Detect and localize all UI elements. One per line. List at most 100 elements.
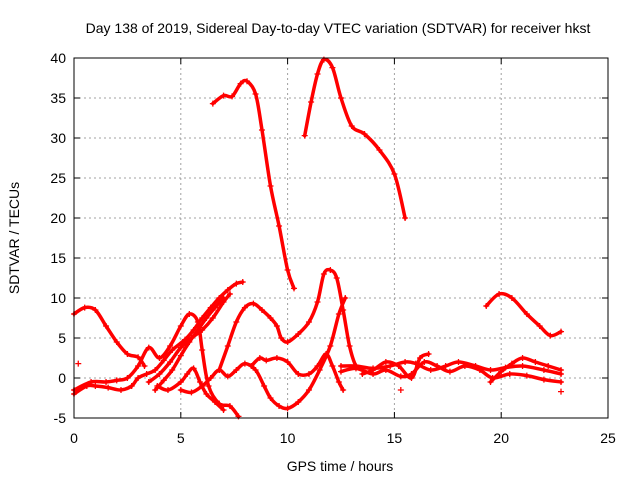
data-point-arc-6 bbox=[169, 347, 176, 353]
data-point-arc-10 bbox=[207, 375, 214, 381]
data-point-arc-10 bbox=[335, 311, 342, 317]
data-point-arc-15 bbox=[425, 351, 432, 357]
data-point-arc-10 bbox=[199, 383, 206, 389]
data-point-arc-12 bbox=[295, 371, 302, 377]
data-point-arc-8 bbox=[169, 367, 176, 373]
data-point-arc-10 bbox=[267, 395, 274, 401]
data-point-arc-5 bbox=[103, 379, 110, 385]
data-point-arc-14 bbox=[540, 376, 547, 383]
chart-title: Day 138 of 2019, Sidereal Day-to-day VTE… bbox=[86, 20, 591, 36]
data-point-arc-9 bbox=[184, 371, 191, 377]
data-point-arc-9 bbox=[190, 365, 197, 372]
data-point-arc-8 bbox=[203, 315, 210, 321]
data-point-arc-16 bbox=[519, 355, 526, 361]
data-point-arc-10 bbox=[305, 387, 312, 393]
data-point-arc-7 bbox=[177, 344, 184, 351]
data-point-arc-4 bbox=[103, 323, 110, 329]
data-point-arc-7 bbox=[209, 315, 216, 321]
x-tick-label: 5 bbox=[177, 430, 185, 446]
data-point-arc-15 bbox=[382, 359, 389, 365]
data-point-arc-7 bbox=[167, 359, 174, 365]
data-point-arc-2 bbox=[308, 99, 315, 105]
data-point-arc-14 bbox=[446, 368, 453, 375]
y-tick-label: 20 bbox=[50, 210, 66, 226]
data-point-arc-9 bbox=[154, 383, 161, 389]
data-point-arc-9 bbox=[164, 387, 171, 393]
y-tick-label: 40 bbox=[50, 50, 66, 66]
data-point-arc-11 bbox=[241, 304, 248, 311]
data-point-arc-16 bbox=[545, 363, 552, 369]
data-point-arc-8 bbox=[160, 377, 167, 384]
data-point-arc-2 bbox=[376, 147, 383, 153]
data-point-arc-1 bbox=[267, 183, 274, 189]
data-point-arc-12 bbox=[284, 359, 291, 365]
data-point-arc-11 bbox=[284, 339, 291, 345]
data-point-arc-14 bbox=[352, 365, 359, 372]
data-point-arc-8 bbox=[177, 352, 184, 359]
data-point-isolated-2 bbox=[397, 387, 404, 393]
y-tick-label: 35 bbox=[50, 90, 66, 106]
data-point-arc-14 bbox=[421, 359, 428, 365]
data-point-arc-15 bbox=[417, 355, 424, 361]
data-point-arc-5 bbox=[124, 375, 131, 381]
data-point-arc-10 bbox=[241, 360, 248, 367]
data-point-arc-10 bbox=[342, 295, 349, 301]
data-point-arc-7 bbox=[145, 379, 152, 385]
data-point-arc-5 bbox=[113, 377, 120, 384]
data-point-arc-6 bbox=[160, 357, 167, 364]
data-point-arc-15 bbox=[359, 371, 366, 377]
plot-area bbox=[71, 56, 565, 420]
y-tick-label: 15 bbox=[50, 250, 66, 266]
data-point-arc-6 bbox=[233, 280, 240, 287]
data-point-arc-11 bbox=[267, 315, 274, 321]
data-point-arc-2 bbox=[361, 131, 368, 137]
data-point-arc-1 bbox=[220, 92, 227, 99]
data-point-arc-8 bbox=[211, 304, 218, 311]
y-tick-label: -5 bbox=[54, 410, 67, 426]
data-point-arc-7 bbox=[226, 291, 233, 297]
data-point-arc-11 bbox=[278, 335, 285, 341]
data-point-arc-13 bbox=[387, 363, 394, 369]
data-point-arc-14 bbox=[558, 379, 565, 385]
data-point-arc-12 bbox=[335, 379, 342, 385]
data-point-arc-5 bbox=[167, 343, 174, 349]
data-point-arc-13 bbox=[487, 367, 494, 373]
data-point-arc-10 bbox=[252, 367, 259, 373]
data-point-arc-1 bbox=[244, 78, 251, 85]
data-point-arc-3 bbox=[483, 303, 490, 309]
data-point-arc-13 bbox=[442, 363, 449, 369]
data-point-arc-10 bbox=[327, 343, 334, 349]
data-point-arc-14 bbox=[338, 368, 344, 375]
data-point-arc-1 bbox=[284, 267, 291, 273]
data-point-arc-13 bbox=[427, 367, 434, 373]
data-point-arc-1 bbox=[237, 80, 244, 87]
data-point-arc-6 bbox=[135, 375, 142, 381]
data-point-arc-4 bbox=[135, 354, 142, 361]
y-axis-label: SDTVAR / TECUs bbox=[6, 182, 22, 294]
data-point-arc-6 bbox=[224, 287, 231, 293]
data-point-isolated-1 bbox=[75, 360, 82, 367]
data-point-arc-5 bbox=[205, 383, 212, 389]
data-point-arc-11 bbox=[224, 343, 231, 349]
y-tick-label: 25 bbox=[50, 170, 66, 186]
data-point-arc-10 bbox=[284, 405, 291, 412]
data-point-arc-14 bbox=[461, 363, 468, 369]
data-point-arc-11 bbox=[216, 367, 223, 373]
data-point-arc-8 bbox=[152, 387, 159, 393]
data-point-arc-11 bbox=[327, 267, 334, 273]
y-tick-label: 10 bbox=[50, 290, 66, 306]
y-tick-label: 0 bbox=[58, 370, 66, 386]
data-point-arc-12 bbox=[256, 355, 263, 361]
data-point-arc-16 bbox=[558, 367, 565, 373]
data-point-arc-3 bbox=[558, 328, 565, 335]
data-point-arc-5 bbox=[226, 403, 233, 409]
data-point-arc-13 bbox=[540, 367, 547, 373]
x-axis-label: GPS time / hours bbox=[287, 458, 394, 474]
data-point-arc-16 bbox=[487, 379, 494, 385]
data-point-arc-5 bbox=[145, 344, 152, 351]
data-point-arc-6 bbox=[143, 371, 150, 377]
data-point-arc-16 bbox=[508, 360, 515, 367]
